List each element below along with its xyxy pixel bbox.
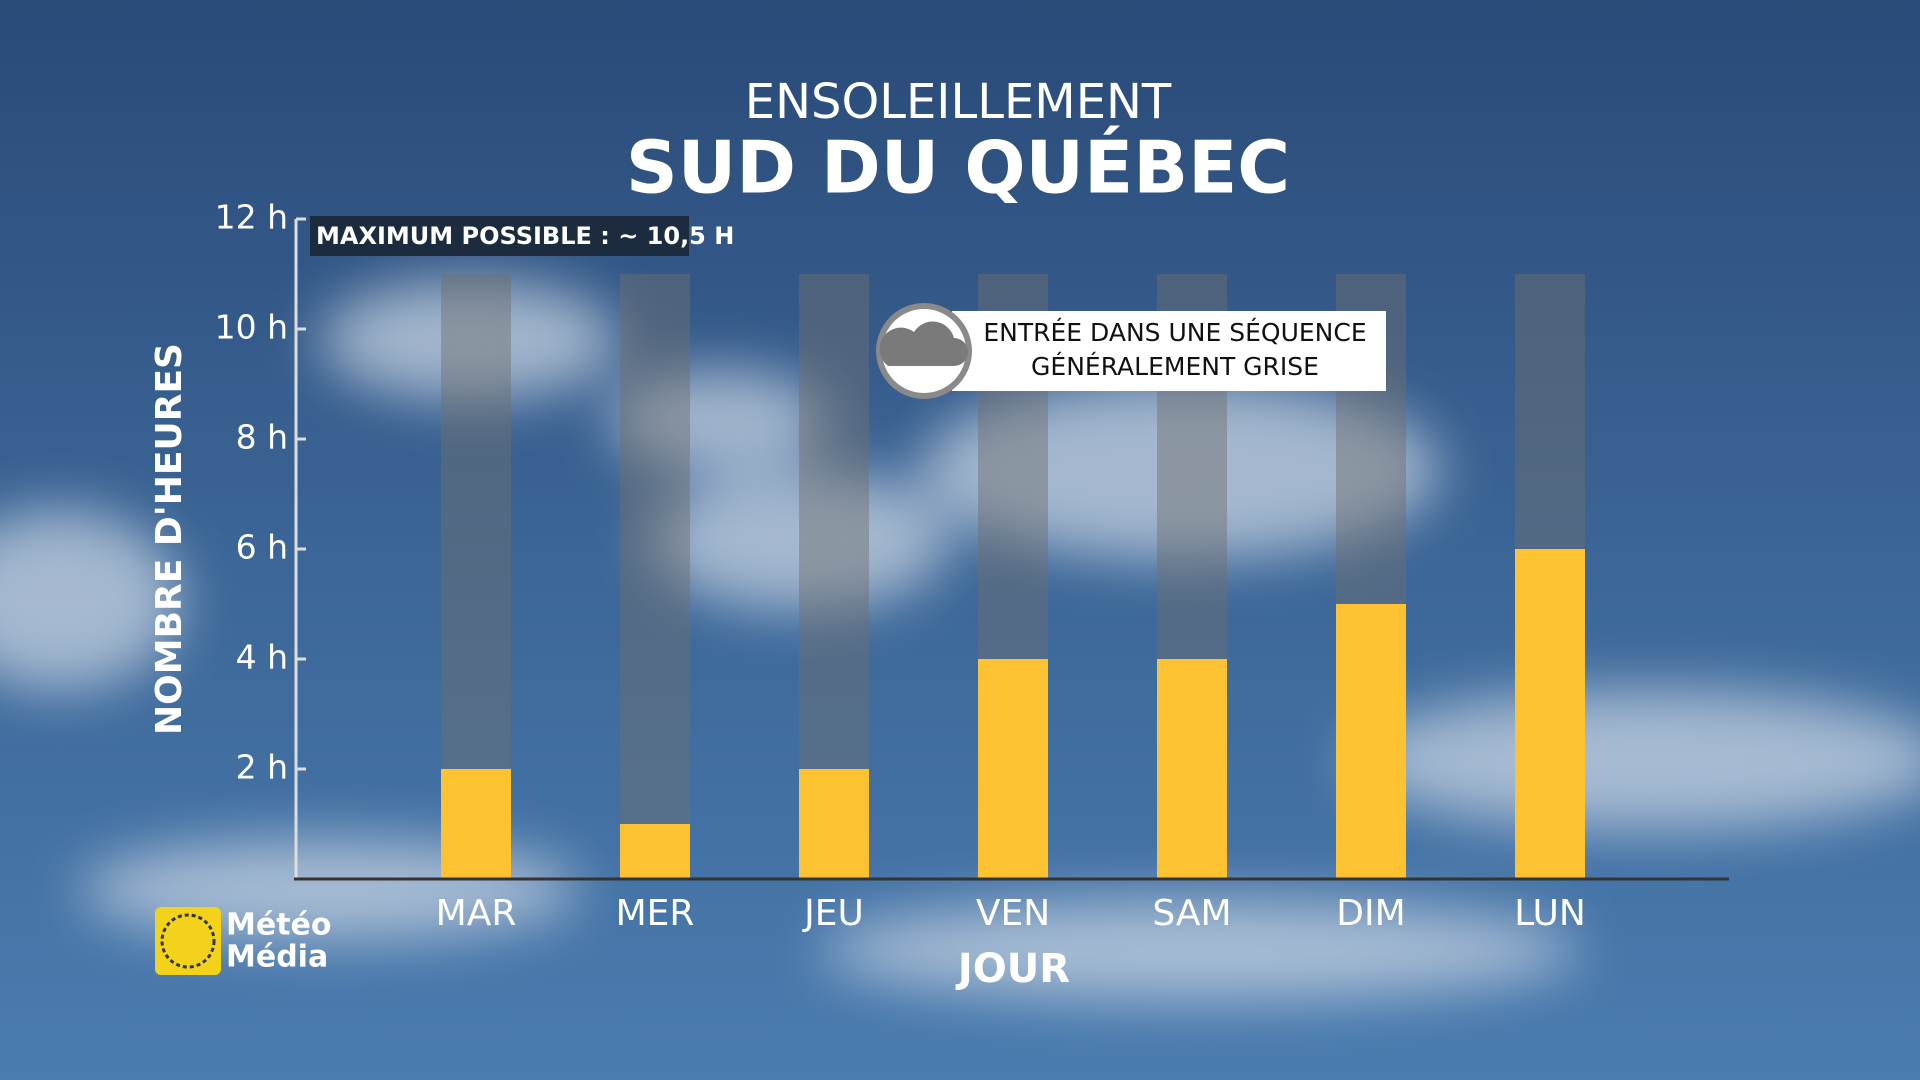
x-tick-label: DIM <box>1336 893 1405 934</box>
bar <box>1336 604 1406 879</box>
background-bar <box>620 274 690 879</box>
x-axis-label: JOUR <box>955 946 1070 992</box>
y-tick-label: 2 h <box>236 748 288 787</box>
y-tick-label: 12 h <box>215 198 288 237</box>
logo-text: Météo <box>226 908 332 943</box>
bar <box>978 659 1048 879</box>
x-tick-label: MAR <box>436 893 517 934</box>
y-axis-label: NOMBRE D'HEURES <box>149 343 190 735</box>
x-tick-label: VEN <box>976 893 1050 934</box>
bar <box>441 769 511 879</box>
note: MAXIMUM POSSIBLE : ~ 10,5 H <box>316 222 734 250</box>
bar <box>1157 659 1227 879</box>
logo-text: Média <box>226 940 328 975</box>
y-tick-label: 4 h <box>236 638 288 677</box>
x-tick-label: MER <box>616 893 695 934</box>
bar <box>1515 549 1585 879</box>
chart-subtitle: SUD DU QUÉBEC <box>626 126 1290 210</box>
x-tick-label: JEU <box>802 893 864 934</box>
y-tick-label: 10 h <box>215 308 288 347</box>
y-tick-label: 6 h <box>236 528 288 567</box>
annotation-line: GÉNÉRALEMENT GRISE <box>1031 352 1319 381</box>
x-tick-label: LUN <box>1514 893 1586 934</box>
logo-globe <box>160 913 216 969</box>
y-tick-label: 8 h <box>236 418 288 457</box>
cloud-shape <box>879 321 968 366</box>
bar <box>799 769 869 879</box>
logo-mark <box>155 907 221 975</box>
note-box <box>310 216 689 256</box>
annotation-line: ENTRÉE DANS UNE SÉQUENCE <box>983 318 1366 347</box>
annotation-box <box>952 311 1386 391</box>
x-tick-label: SAM <box>1152 893 1231 934</box>
chart-title: ENSOLEILLEMENT <box>745 74 1172 130</box>
bar <box>620 824 690 879</box>
